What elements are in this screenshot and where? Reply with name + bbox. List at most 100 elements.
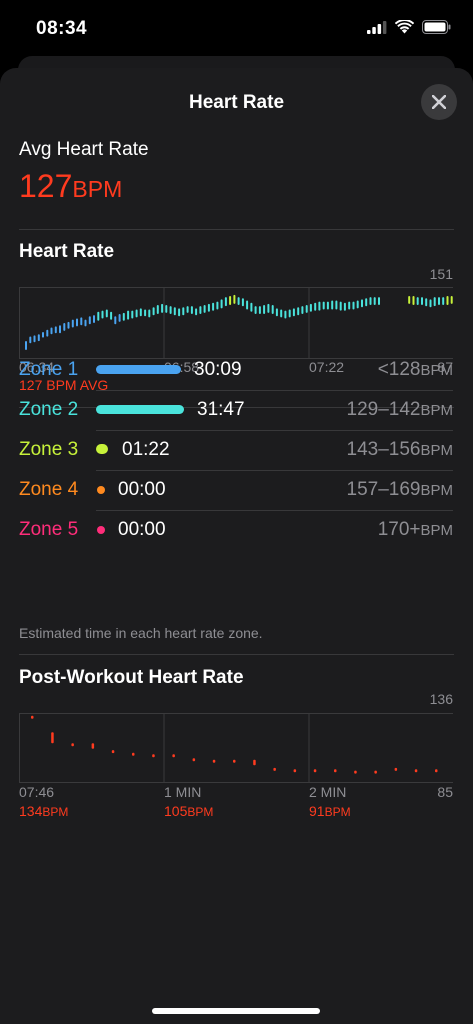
hr-bar bbox=[173, 307, 176, 316]
hr-bar bbox=[275, 308, 278, 317]
heart-rate-sheet: Heart Rate Avg Heart Rate 127BPM Heart R… bbox=[0, 68, 473, 1024]
hr-chart-ymax: 151 bbox=[429, 266, 453, 282]
hr-chart-time-tick: 07:22 bbox=[309, 359, 345, 375]
post-point bbox=[172, 754, 175, 758]
hr-bar bbox=[63, 323, 66, 331]
hr-bar bbox=[335, 300, 338, 310]
post-point bbox=[152, 754, 155, 758]
zone-time: 01:22 bbox=[122, 439, 170, 460]
hr-bar bbox=[343, 302, 346, 311]
zone-row: Zone 2 31:47 129–142BPM bbox=[19, 391, 453, 431]
zone-range-value: 157–169 bbox=[346, 479, 421, 500]
hr-bar bbox=[356, 300, 359, 309]
hr-bar bbox=[37, 334, 40, 342]
hr-bar bbox=[309, 303, 312, 312]
hr-bar bbox=[348, 301, 351, 310]
post-point bbox=[435, 769, 438, 773]
hr-bar bbox=[373, 297, 376, 305]
post-point bbox=[233, 759, 236, 763]
cellular-signal-icon bbox=[367, 20, 387, 34]
hr-bar bbox=[203, 305, 206, 313]
hr-bar bbox=[314, 302, 317, 311]
zone-time: 30:09 bbox=[194, 359, 242, 380]
post-chart-ymax: 136 bbox=[429, 691, 453, 707]
hr-bar bbox=[216, 301, 219, 310]
hr-bar bbox=[161, 303, 164, 313]
post-mark-value: 105BPM bbox=[164, 803, 213, 819]
post-mark-number: 134 bbox=[19, 803, 43, 819]
post-point bbox=[414, 769, 418, 773]
hr-bar bbox=[139, 308, 142, 317]
post-point bbox=[394, 767, 398, 771]
hr-bar bbox=[131, 310, 134, 319]
hr-avg-note: 127 BPM AVG bbox=[19, 377, 109, 393]
zone-range-unit: BPM bbox=[420, 482, 453, 499]
hr-bar bbox=[408, 296, 411, 304]
post-point bbox=[212, 759, 216, 763]
hr-bar bbox=[144, 309, 147, 317]
hr-bar bbox=[318, 301, 321, 311]
hr-bar bbox=[97, 311, 100, 321]
post-point bbox=[51, 732, 54, 744]
hr-bar bbox=[67, 321, 70, 329]
post-mark-unit: BPM bbox=[42, 805, 69, 819]
close-button[interactable] bbox=[421, 84, 457, 120]
post-point bbox=[91, 743, 95, 749]
zone-time: 00:00 bbox=[118, 479, 166, 500]
heart-rate-chart[interactable] bbox=[19, 287, 453, 359]
zone-range: 129–142BPM bbox=[347, 399, 453, 421]
heart-rate-chart-title: Heart Rate bbox=[19, 241, 115, 262]
hr-bar bbox=[263, 305, 266, 314]
hr-bar bbox=[33, 335, 36, 343]
hr-bar bbox=[207, 303, 210, 312]
zone-time: 31:47 bbox=[197, 399, 245, 420]
hr-bar bbox=[59, 325, 61, 334]
home-indicator[interactable] bbox=[152, 1008, 320, 1014]
hr-bar bbox=[165, 305, 168, 313]
hr-bar bbox=[54, 326, 57, 334]
zone-separator bbox=[96, 510, 453, 511]
hr-bar bbox=[421, 297, 423, 305]
post-point bbox=[374, 770, 377, 774]
sheet-title: Heart Rate bbox=[188, 92, 285, 113]
zone-row: Zone 5 00:00 170+BPM bbox=[19, 511, 453, 551]
hr-bar bbox=[190, 306, 193, 314]
hr-bar bbox=[101, 310, 104, 319]
zone-time: 00:00 bbox=[118, 519, 166, 540]
hr-bar bbox=[229, 296, 232, 305]
hr-bar bbox=[135, 309, 138, 318]
status-icons bbox=[367, 20, 451, 34]
post-point bbox=[71, 743, 74, 747]
post-chart-ymin: 85 bbox=[437, 784, 453, 800]
divider bbox=[19, 654, 454, 655]
hr-bar bbox=[233, 294, 236, 304]
hr-bar bbox=[292, 308, 295, 317]
hr-bar bbox=[71, 319, 74, 328]
hr-bar bbox=[122, 312, 125, 321]
zone-row: Zone 3 01:22 143–156BPM bbox=[19, 431, 453, 471]
zone-separator bbox=[96, 430, 453, 431]
zone-range-unit: BPM bbox=[420, 442, 453, 459]
hr-bar bbox=[118, 314, 121, 322]
zone-range: 143–156BPM bbox=[347, 439, 453, 461]
hr-bar bbox=[331, 300, 334, 310]
post-mark-unit: BPM bbox=[324, 805, 351, 819]
hr-bar bbox=[178, 308, 181, 317]
hr-bar bbox=[258, 306, 261, 314]
avg-heart-rate-label: Avg Heart Rate bbox=[19, 139, 149, 160]
hr-bar bbox=[433, 297, 436, 307]
post-point bbox=[293, 769, 297, 773]
post-mark-value: 134BPM bbox=[19, 803, 68, 819]
post-mark-value: 91BPM bbox=[309, 803, 351, 819]
hr-bar bbox=[280, 309, 283, 318]
zone-range: 170+BPM bbox=[378, 519, 453, 541]
post-workout-chart[interactable] bbox=[19, 713, 453, 783]
zone-bar bbox=[96, 365, 181, 374]
hr-bar bbox=[361, 299, 363, 308]
hr-bar bbox=[224, 297, 227, 307]
hr-bar bbox=[84, 319, 87, 327]
hr-bar bbox=[110, 311, 113, 320]
hr-chart-time-tick: 06:34 bbox=[19, 359, 55, 375]
post-point bbox=[31, 715, 34, 719]
zone-separator bbox=[96, 390, 453, 391]
